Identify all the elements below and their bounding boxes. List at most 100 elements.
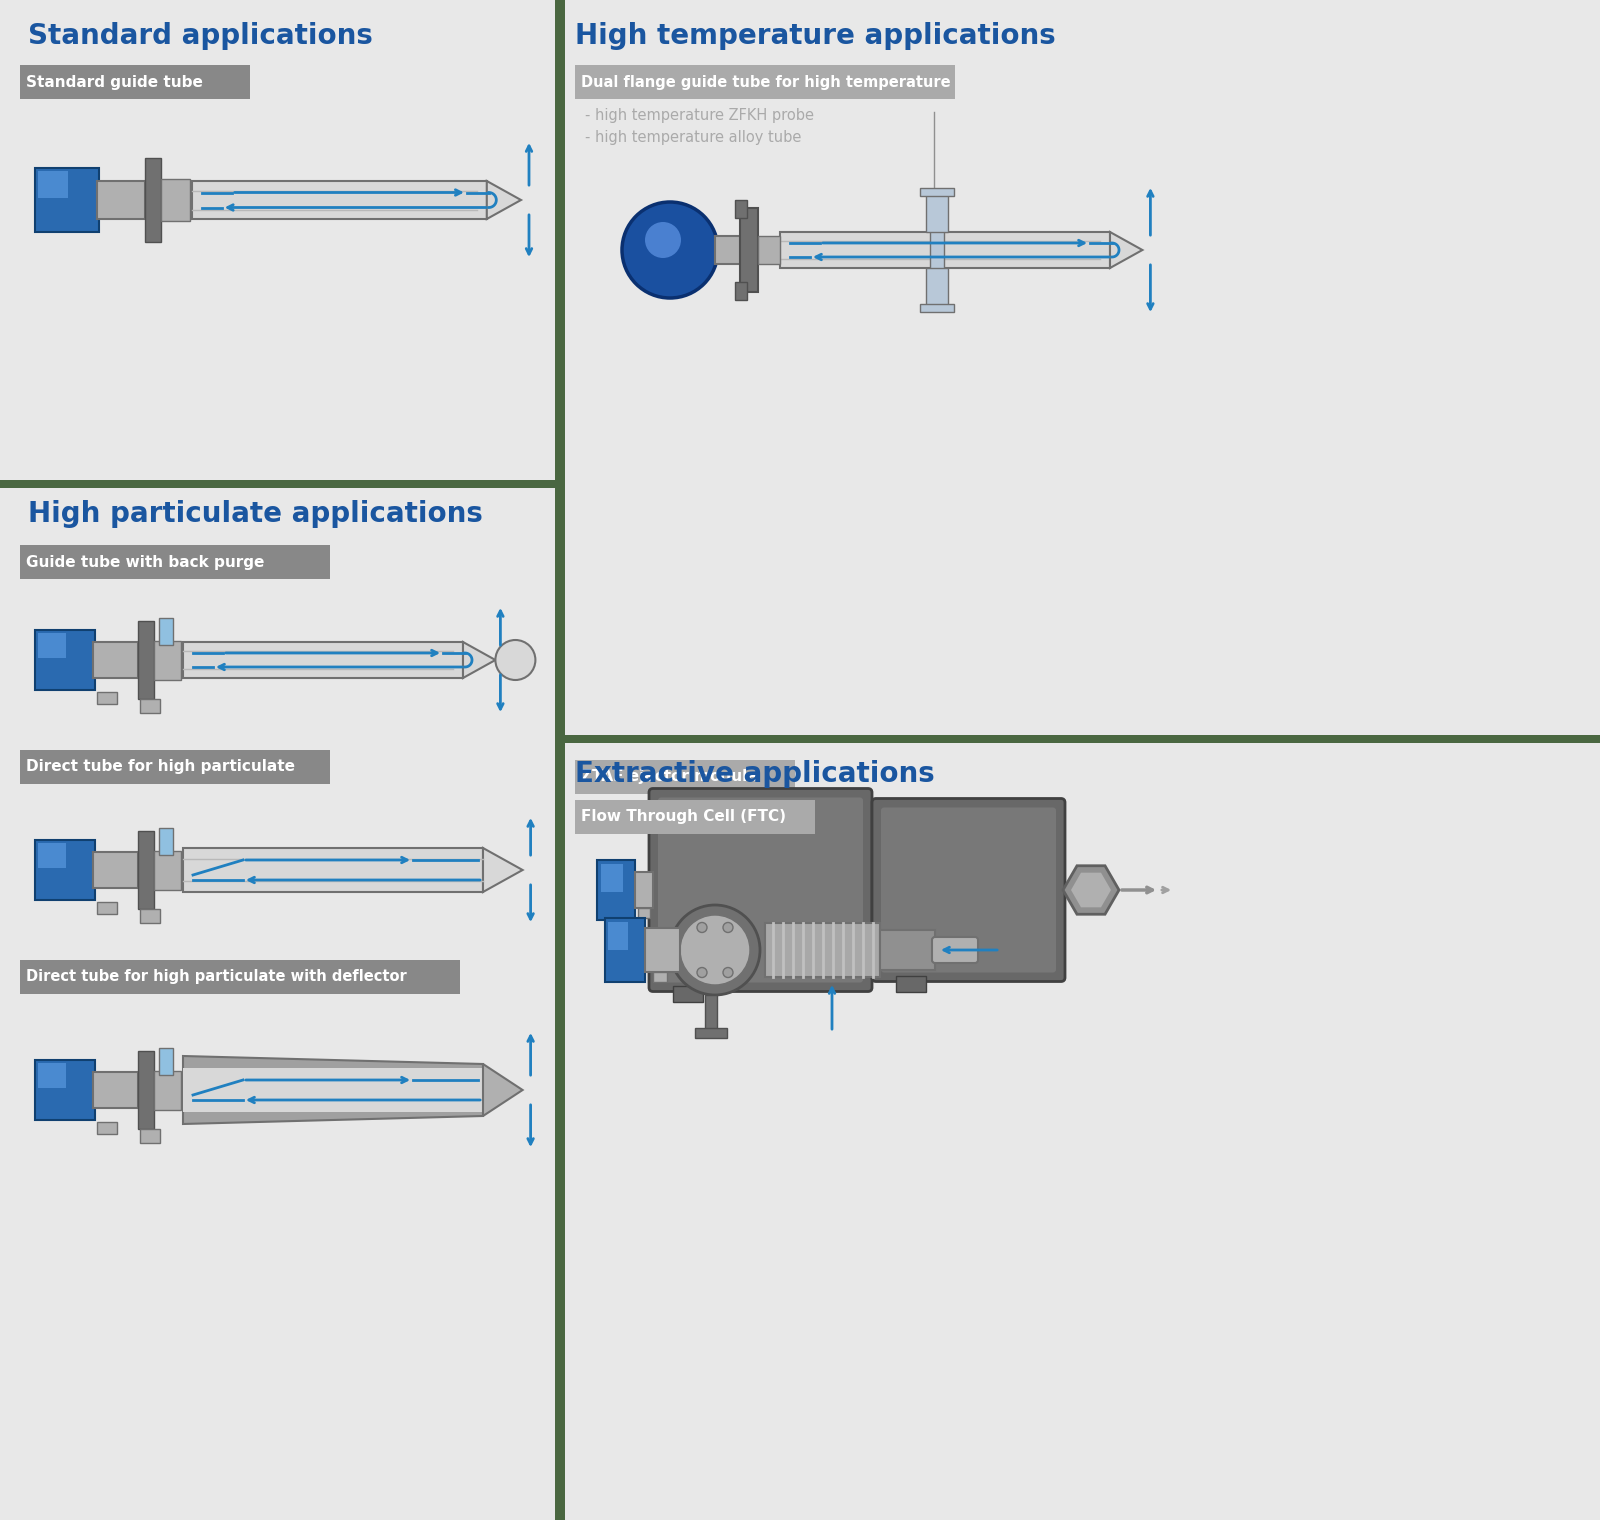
Bar xyxy=(38,844,66,868)
Bar xyxy=(605,918,645,982)
Bar xyxy=(154,1070,181,1110)
Bar xyxy=(141,1129,160,1143)
Circle shape xyxy=(496,640,536,679)
Polygon shape xyxy=(1062,866,1118,914)
Bar xyxy=(35,1059,94,1120)
Circle shape xyxy=(698,968,707,977)
Polygon shape xyxy=(483,848,523,892)
Circle shape xyxy=(645,222,682,258)
Text: Dual flange guide tube for high temperature: Dual flange guide tube for high temperat… xyxy=(581,74,950,90)
Text: Flow Through Cell (FTC): Flow Through Cell (FTC) xyxy=(581,810,786,824)
Bar xyxy=(920,304,954,312)
FancyBboxPatch shape xyxy=(650,789,872,991)
Text: - high temperature ZFKH probe: - high temperature ZFKH probe xyxy=(586,108,814,123)
Bar xyxy=(758,236,781,264)
Bar xyxy=(880,930,934,970)
Circle shape xyxy=(680,915,750,985)
Bar xyxy=(926,192,947,233)
Bar xyxy=(160,619,173,644)
Bar xyxy=(926,268,947,309)
FancyBboxPatch shape xyxy=(658,798,862,982)
Polygon shape xyxy=(486,181,522,219)
Text: High particulate applications: High particulate applications xyxy=(29,500,483,527)
Text: Direct tube for high particulate with deflector: Direct tube for high particulate with de… xyxy=(26,970,406,985)
Bar xyxy=(35,841,94,900)
Bar xyxy=(734,201,747,217)
FancyBboxPatch shape xyxy=(931,936,978,964)
Bar xyxy=(19,961,461,994)
Text: Standard guide tube: Standard guide tube xyxy=(26,74,203,90)
Bar xyxy=(706,996,717,1031)
Bar xyxy=(597,860,635,920)
Bar xyxy=(645,929,680,971)
Bar xyxy=(162,179,190,220)
Bar xyxy=(781,233,1110,268)
Text: Direct tube for high particulate: Direct tube for high particulate xyxy=(26,760,294,775)
Bar xyxy=(602,863,622,892)
Bar xyxy=(694,1028,726,1038)
Circle shape xyxy=(723,923,733,932)
Bar xyxy=(574,800,814,834)
Bar xyxy=(635,872,653,907)
Bar xyxy=(98,692,117,704)
Bar xyxy=(896,976,926,991)
Text: Guide tube with back purge: Guide tube with back purge xyxy=(26,555,264,570)
Circle shape xyxy=(670,904,760,996)
Polygon shape xyxy=(462,641,496,678)
Bar xyxy=(734,283,747,299)
Bar xyxy=(739,208,758,292)
Bar xyxy=(98,1122,117,1134)
Bar xyxy=(93,641,138,678)
Bar xyxy=(35,629,94,690)
Bar xyxy=(653,971,667,982)
Circle shape xyxy=(698,923,707,932)
Bar xyxy=(98,181,146,219)
Bar xyxy=(19,546,330,579)
Bar xyxy=(930,230,944,271)
Bar xyxy=(674,985,702,1002)
Bar xyxy=(565,736,1600,743)
Polygon shape xyxy=(483,1064,523,1116)
Bar xyxy=(19,749,330,784)
Bar xyxy=(182,1069,483,1113)
Text: ZTAF ejector module: ZTAF ejector module xyxy=(581,769,758,784)
Bar xyxy=(35,169,99,233)
Bar xyxy=(555,0,565,1520)
Bar xyxy=(38,632,66,658)
Polygon shape xyxy=(182,1056,483,1123)
Bar xyxy=(93,853,138,888)
Circle shape xyxy=(622,202,718,298)
Bar xyxy=(192,181,486,219)
Bar xyxy=(160,828,173,854)
Text: - high temperature alloy tube: - high temperature alloy tube xyxy=(586,131,802,144)
Bar xyxy=(160,1047,173,1075)
Bar xyxy=(138,622,154,699)
Bar xyxy=(138,831,154,909)
Bar xyxy=(0,480,555,488)
FancyBboxPatch shape xyxy=(882,807,1056,973)
Polygon shape xyxy=(1110,233,1142,268)
Bar xyxy=(98,901,117,914)
Bar xyxy=(574,65,955,99)
Bar xyxy=(765,923,880,977)
Bar xyxy=(182,641,462,678)
Polygon shape xyxy=(1070,872,1110,907)
Bar xyxy=(920,188,954,196)
Bar xyxy=(608,923,627,950)
Bar xyxy=(715,236,742,264)
Bar xyxy=(141,909,160,923)
Bar xyxy=(154,851,181,889)
Text: High temperature applications: High temperature applications xyxy=(574,21,1056,50)
Circle shape xyxy=(723,968,733,977)
Bar xyxy=(38,172,67,198)
Bar xyxy=(19,65,250,99)
Text: Extractive applications: Extractive applications xyxy=(574,760,934,787)
Text: Standard applications: Standard applications xyxy=(29,21,373,50)
Bar xyxy=(138,1050,154,1129)
Bar xyxy=(574,760,795,793)
Bar xyxy=(93,1072,138,1108)
Bar xyxy=(141,699,160,713)
Bar xyxy=(146,158,162,242)
Bar xyxy=(638,907,650,918)
Bar xyxy=(182,848,483,892)
